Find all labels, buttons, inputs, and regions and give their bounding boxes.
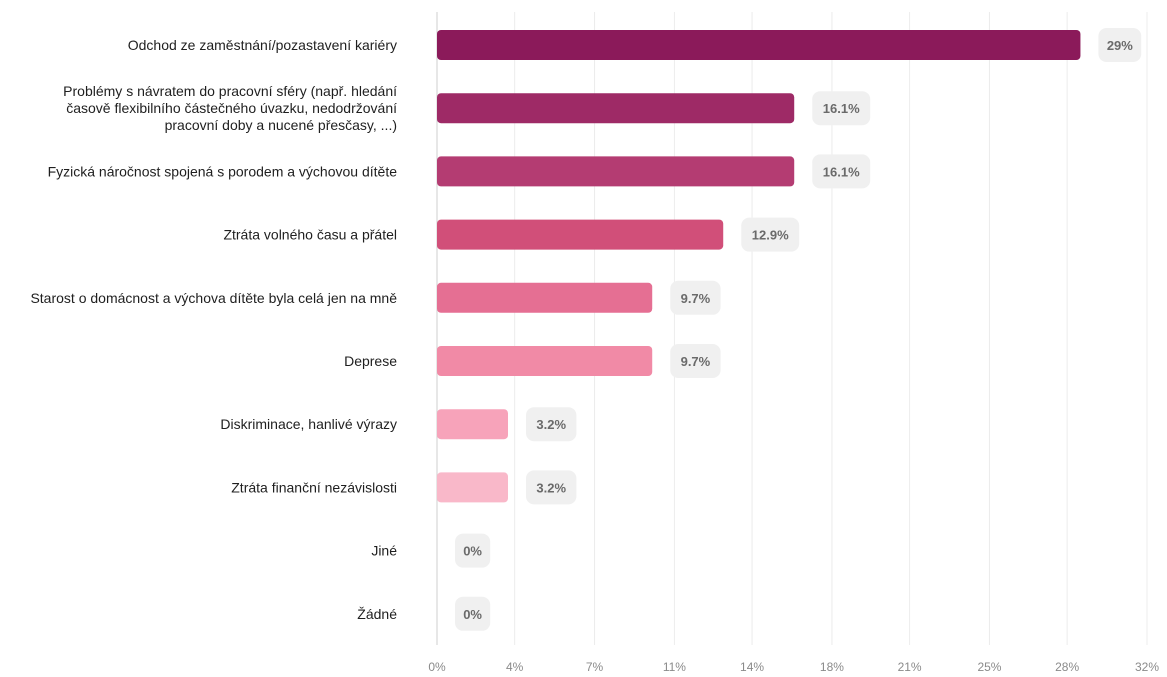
value-badge: [670, 344, 721, 378]
value-badge: [455, 533, 491, 568]
x-axis-ticks: 0% 4% 7% 11% 14% 18% 21% 25% 28% 32%: [428, 660, 1159, 674]
bar: [437, 282, 653, 313]
category-label: Fyzická náročnost spojená s porodem a vý…: [48, 163, 398, 179]
value-badge: [455, 596, 491, 631]
data-label: 16.1%: [823, 101, 860, 116]
x-tick-label: 18%: [820, 660, 844, 674]
data-label: 9.7%: [681, 354, 711, 369]
value-badge: [526, 407, 577, 442]
category-label: Žádné: [357, 606, 397, 622]
label-layer: Odchod ze zaměstnání/pozastavení kariéry…: [30, 28, 1142, 631]
category-label: Diskriminace, hanlivé výrazy: [220, 416, 397, 432]
x-tick-label: 0%: [428, 660, 446, 674]
value-badge: [812, 91, 871, 126]
bar: [437, 409, 508, 440]
category-label: Odchod ze zaměstnání/pozastavení kariéry: [128, 37, 397, 53]
bar-layer: [437, 30, 1081, 503]
value-badge: [741, 217, 800, 252]
x-tick-label: 4%: [506, 660, 524, 674]
value-badge: [812, 154, 871, 189]
data-label: 3.2%: [536, 480, 566, 495]
x-tick-label: 28%: [1055, 660, 1079, 674]
x-tick-label: 14%: [740, 660, 764, 674]
value-badge: [1098, 28, 1142, 62]
x-tick-label: 25%: [977, 660, 1001, 674]
data-label: 0%: [463, 607, 482, 622]
bar: [437, 472, 508, 503]
bar: [437, 346, 653, 376]
category-label: Starost o domácnost a výchova dítěte byl…: [30, 290, 397, 306]
data-label: 29%: [1107, 38, 1133, 53]
x-tick-label: 21%: [898, 660, 922, 674]
category-label: Problémy s návratem do pracovní sféry (n…: [63, 83, 397, 133]
bar: [437, 93, 795, 124]
x-tick-label: 7%: [586, 660, 604, 674]
value-badge: [670, 280, 721, 315]
data-label: 3.2%: [536, 417, 566, 432]
data-label: 12.9%: [752, 228, 789, 243]
data-label: 16.1%: [823, 164, 860, 179]
bar: [437, 156, 795, 187]
value-badge: [526, 470, 577, 505]
x-tick-label: 11%: [663, 660, 686, 674]
category-label: Ztráta volného času a přátel: [223, 227, 397, 243]
bar: [437, 30, 1081, 60]
data-label: 0%: [463, 544, 482, 559]
bar: [437, 219, 724, 250]
category-label: Deprese: [344, 353, 397, 369]
category-label: Jiné: [371, 543, 397, 559]
x-tick-label: 32%: [1135, 660, 1159, 674]
data-label: 9.7%: [681, 291, 711, 306]
category-label: Ztráta finanční nezávislosti: [231, 479, 397, 495]
